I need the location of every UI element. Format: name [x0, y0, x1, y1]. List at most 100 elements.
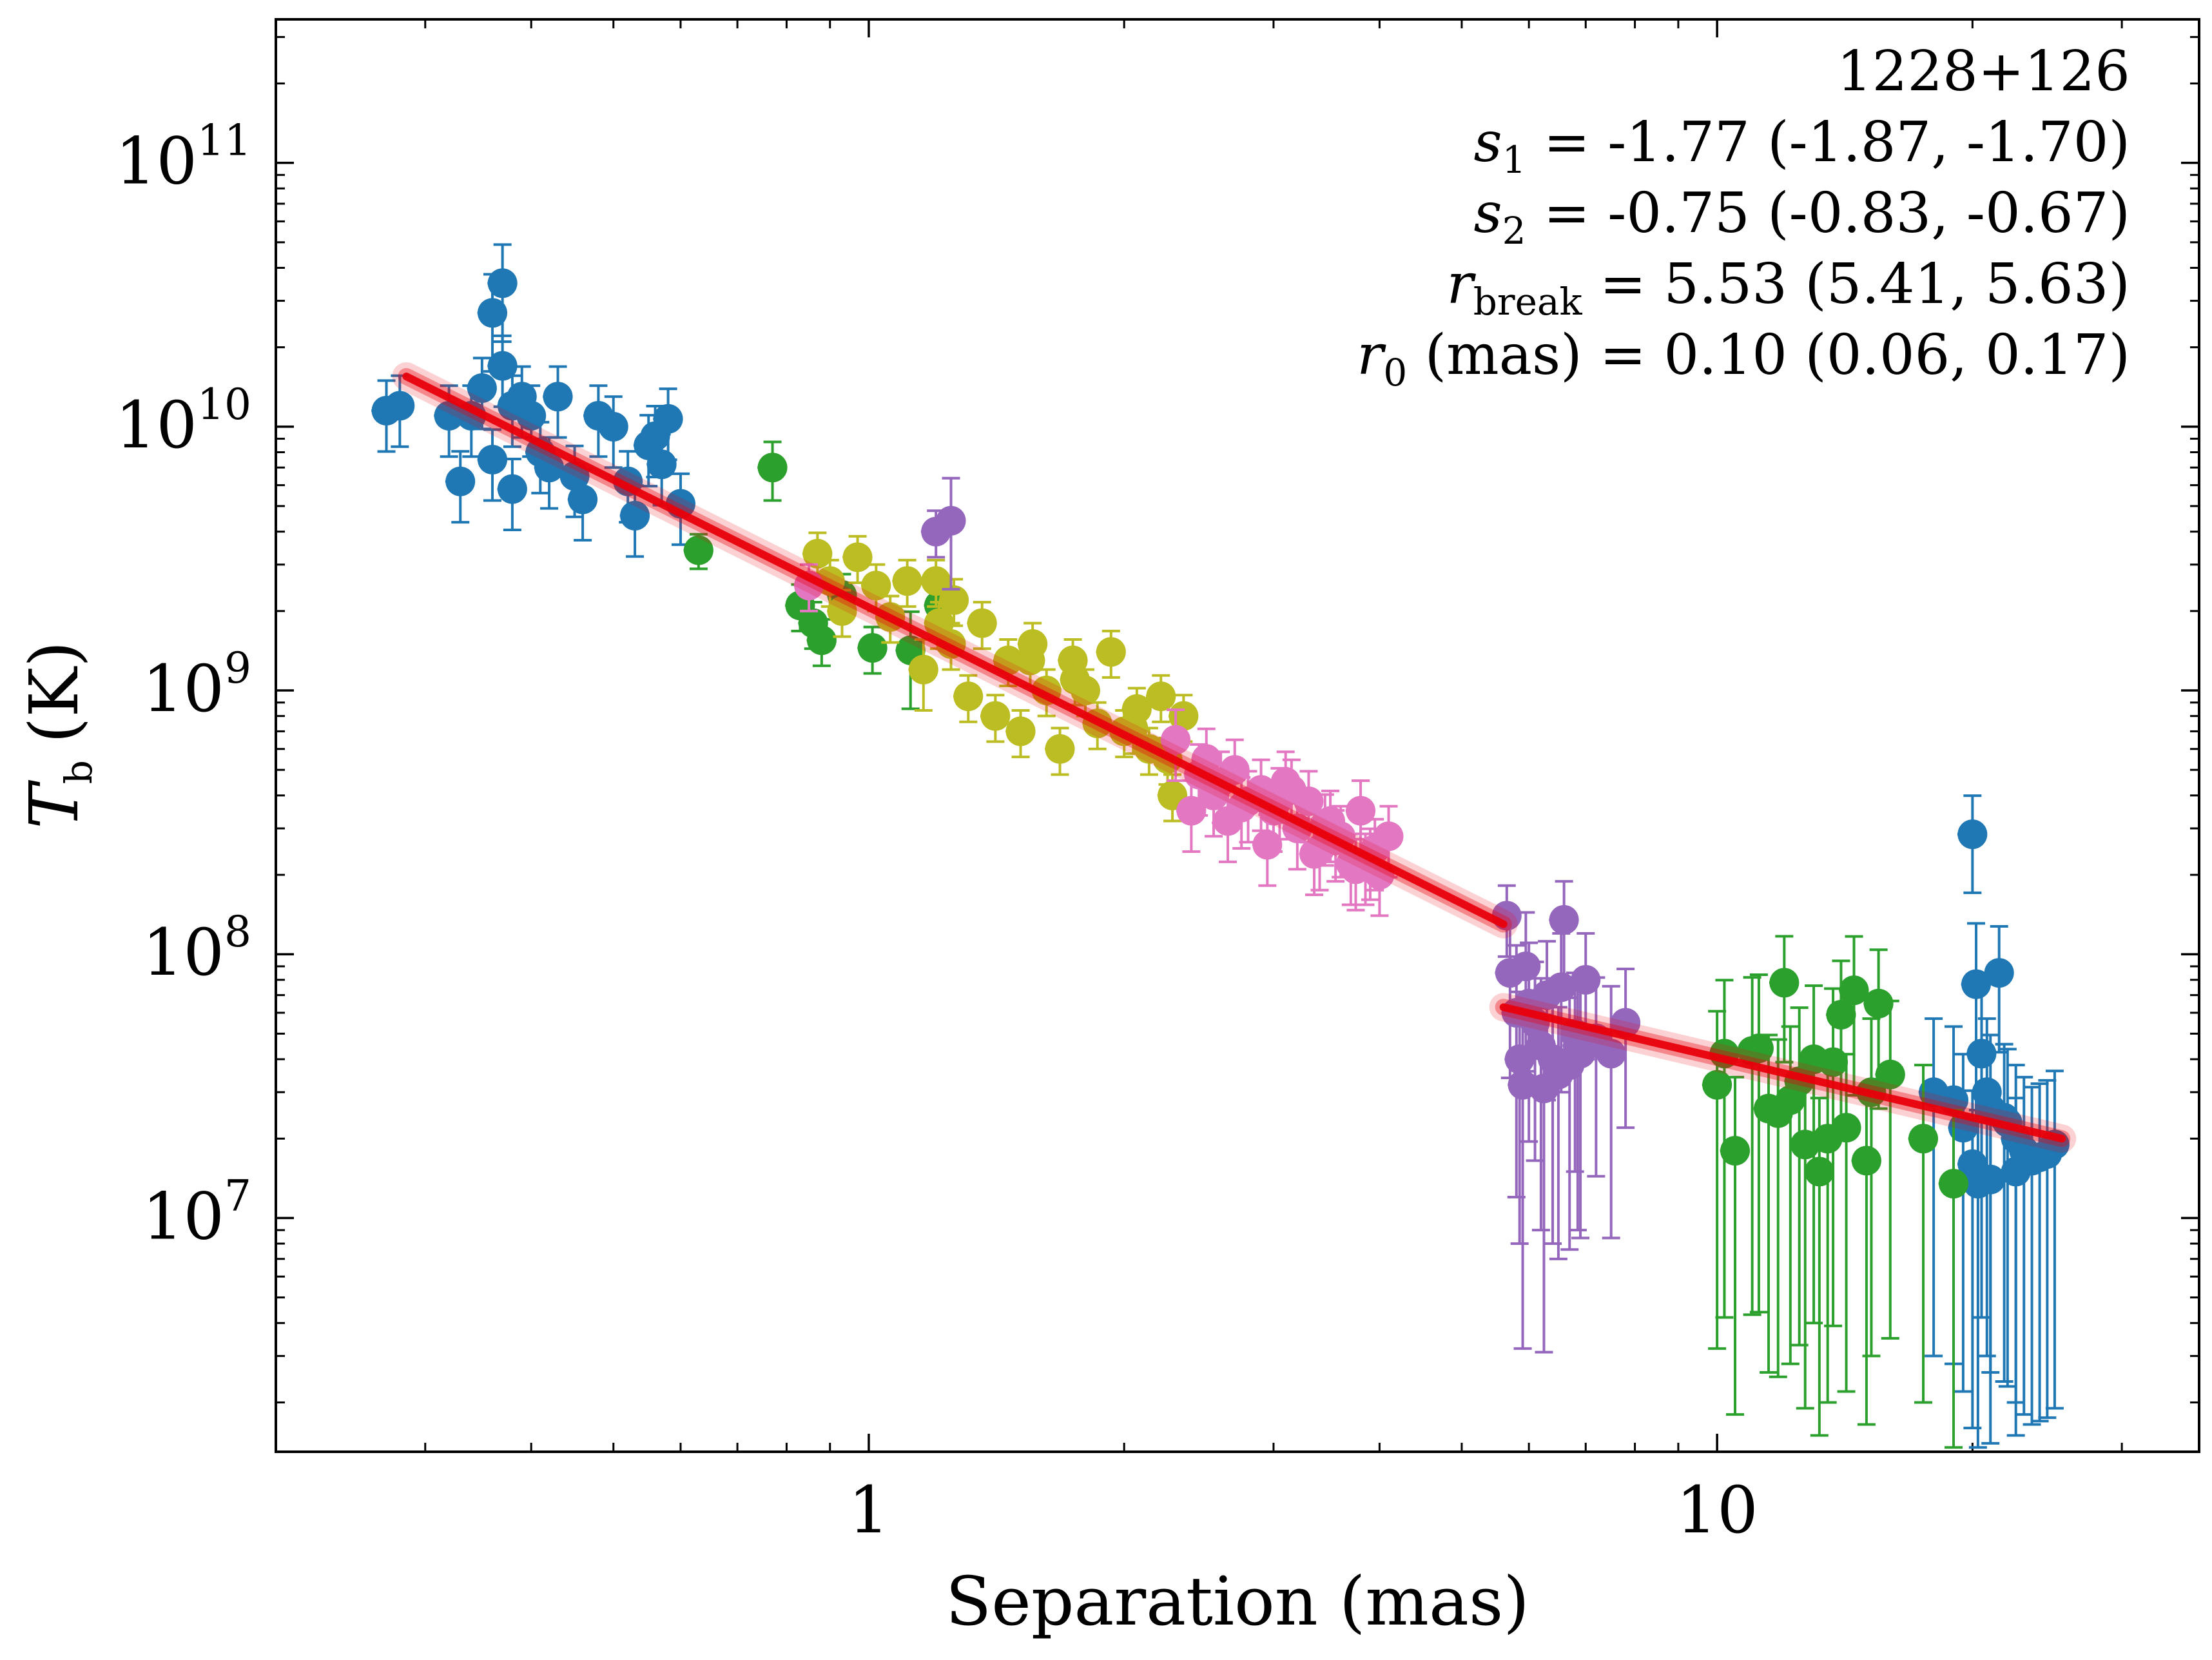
minor-ticks	[276, 19, 2199, 1452]
data-point	[598, 411, 628, 442]
data-point	[1818, 1047, 1848, 1077]
data-point	[1096, 637, 1126, 667]
data-point	[534, 453, 565, 483]
y-tick-exponent: 10	[197, 380, 251, 429]
data-point	[434, 400, 464, 431]
data-point	[939, 585, 969, 615]
data-point	[1549, 904, 1579, 935]
annotation-s2-subscript: 2	[1502, 209, 1526, 253]
y-tick-base: 10	[115, 387, 197, 463]
data-point	[1851, 1146, 1881, 1176]
annotation-rbreak-subscript: break	[1473, 280, 1583, 324]
data-point	[1299, 839, 1330, 869]
fit-lines	[392, 362, 2077, 1153]
y-tick-base: 10	[142, 915, 224, 990]
x-tick-label: 1	[848, 1472, 889, 1548]
data-point	[487, 351, 518, 381]
data-point	[1804, 1157, 1834, 1187]
data-point	[1863, 988, 1894, 1019]
data-point	[1763, 1098, 1793, 1128]
data-point	[1908, 1124, 1939, 1154]
data-point	[1529, 1073, 1559, 1104]
y-tick-base: 10	[115, 124, 197, 199]
annotation-rbreak: rbreak = 5.53 (5.41, 5.63)	[1447, 252, 2130, 324]
data-point	[1161, 725, 1191, 755]
y-tick-label: 108	[142, 907, 251, 990]
data-point	[993, 645, 1024, 676]
y-tick-label: 109	[142, 643, 251, 727]
x-axis-label: Separation (mas)	[946, 1562, 1529, 1641]
data-point	[1961, 969, 1992, 999]
data-point	[861, 571, 891, 601]
x-tick-labels: 1 10	[848, 1472, 1758, 1548]
data-point	[445, 466, 476, 496]
data-point	[1346, 796, 1376, 826]
y-tick-exponent: 8	[224, 907, 251, 957]
y-axis-label: Tb (K)	[15, 641, 101, 828]
annotation-s1-symbol: s	[1473, 110, 1502, 175]
data-point	[1146, 681, 1176, 712]
data-point	[1213, 806, 1243, 836]
y-tick-label: 1010	[115, 380, 251, 463]
data-point	[892, 566, 922, 596]
data-point	[857, 632, 888, 663]
data-point	[1939, 1169, 1969, 1199]
data-point	[620, 500, 650, 531]
data-point	[1790, 1129, 1820, 1160]
fit-line	[402, 372, 1508, 928]
data-point	[1963, 1169, 1993, 1199]
annotation-s2-value: = -0.75 (-0.83, -0.67)	[1526, 181, 2130, 246]
data-point	[1252, 830, 1283, 860]
y-tick-label: 1011	[115, 116, 251, 199]
annotation-r0-value: (mas) = 0.10 (0.06, 0.17)	[1407, 323, 2130, 387]
data-point	[1957, 819, 1988, 850]
data-point	[1984, 958, 2014, 988]
data-point	[1743, 1033, 1774, 1064]
annotation-source: 1228+126	[1837, 39, 2130, 104]
data-point	[653, 404, 683, 434]
y-tick-base: 10	[142, 651, 224, 727]
y-axis-symbol: T	[15, 780, 93, 829]
annotation-r0-symbol: r	[1357, 323, 1386, 387]
data-point	[477, 444, 507, 474]
data-point	[477, 298, 507, 328]
data-point	[371, 395, 402, 425]
data-point	[936, 505, 966, 536]
data-point	[1720, 1135, 1751, 1166]
series-green	[683, 440, 1969, 1449]
data-point	[1875, 1059, 1905, 1089]
annotation: 1228+126 s1 = -1.77 (-1.87, -1.70) s2 = …	[1357, 39, 2130, 395]
major-ticks	[276, 19, 2199, 1452]
annotation-s2: s2 = -0.75 (-0.83, -0.67)	[1473, 181, 2130, 253]
y-tick-exponent: 11	[197, 116, 251, 166]
y-axis-unit: (K)	[15, 641, 93, 743]
x-tick-label: 10	[1676, 1472, 1758, 1548]
y-tick-base: 10	[142, 1178, 224, 1254]
annotation-rbreak-symbol: r	[1447, 252, 1477, 317]
data-point	[1005, 716, 1036, 747]
data-point	[921, 566, 951, 596]
data-point	[1769, 968, 1800, 998]
annotation-s1-subscript: 1	[1502, 138, 1526, 182]
y-tick-label: 107	[142, 1171, 251, 1254]
data-point	[467, 373, 497, 404]
annotation-rbreak-value: = 5.53 (5.41, 5.63)	[1582, 252, 2130, 317]
data-point	[1839, 975, 1869, 1006]
data-point	[953, 681, 984, 712]
data-point	[1831, 1113, 1861, 1143]
annotation-r0: r0 (mas) = 0.10 (0.06, 0.17)	[1357, 323, 2130, 395]
annotation-s2-symbol: s	[1473, 181, 1502, 246]
data-point	[487, 268, 518, 298]
data-point	[683, 535, 713, 565]
data-point	[1045, 734, 1075, 764]
data-point	[1199, 780, 1229, 810]
fit-line	[1499, 1003, 2066, 1143]
data-point	[1015, 645, 1045, 676]
data-point	[908, 654, 938, 685]
data-point	[1966, 1039, 1997, 1069]
annotation-s1: s1 = -1.77 (-1.87, -1.70)	[1473, 110, 2130, 182]
data-point	[1562, 1031, 1593, 1061]
annotation-s1-value: = -1.77 (-1.87, -1.70)	[1526, 110, 2130, 175]
